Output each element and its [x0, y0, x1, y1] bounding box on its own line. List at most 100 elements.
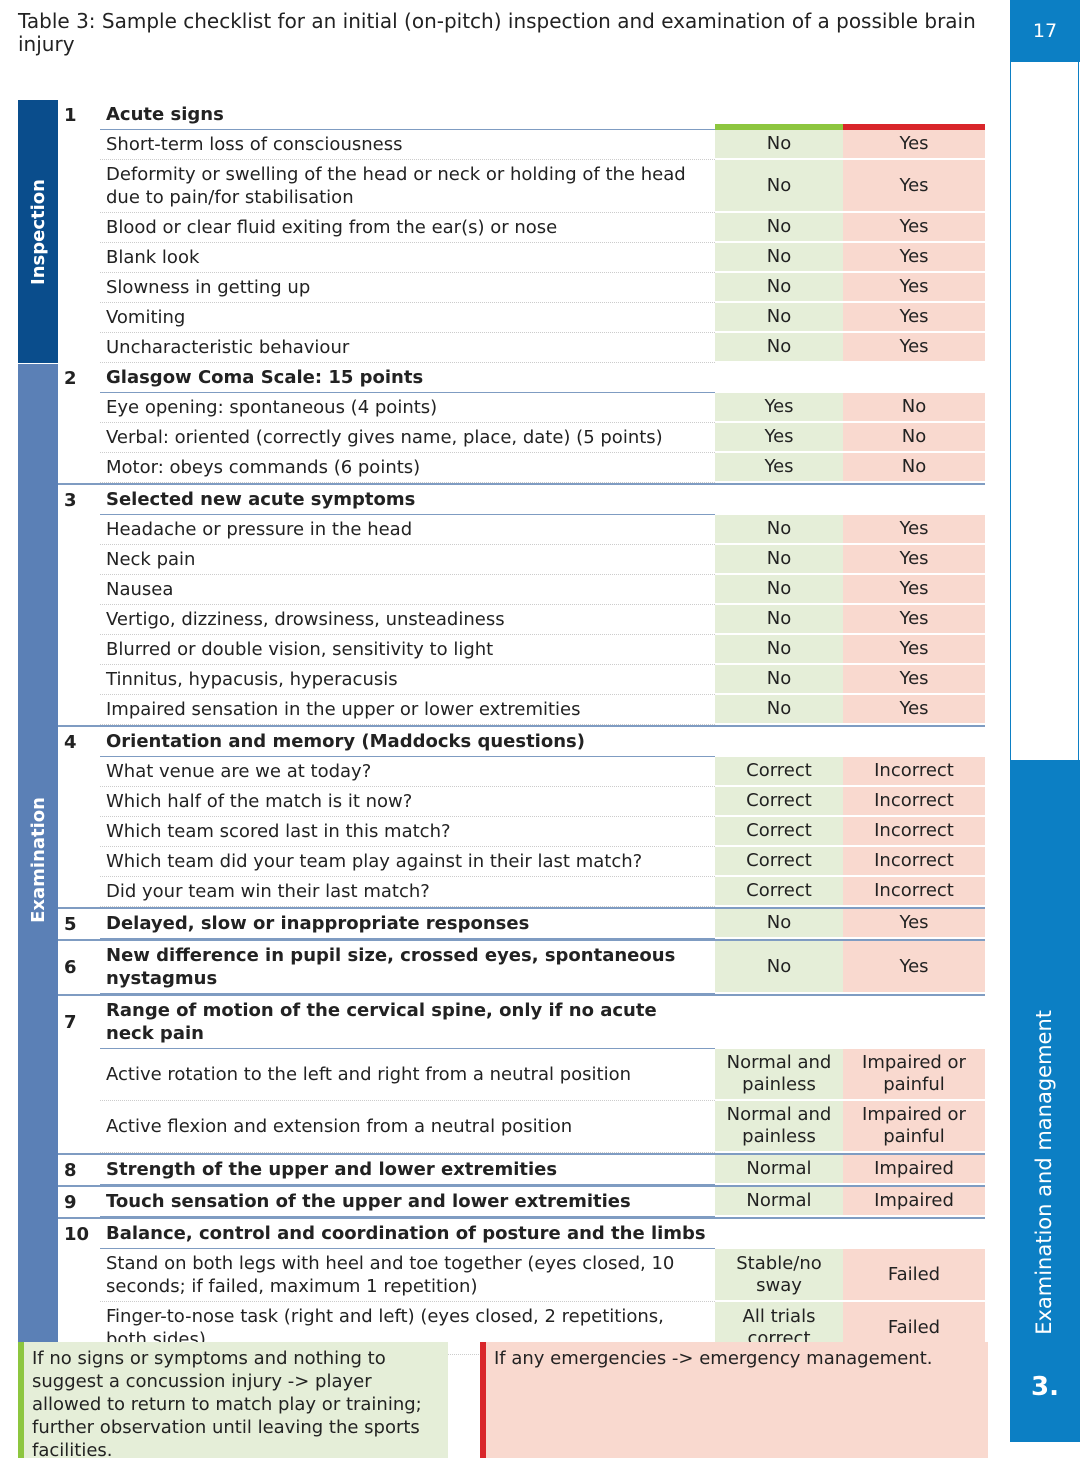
section-row: 3 Selected new acute symptoms: [58, 483, 985, 515]
normal-value: Normal: [715, 1155, 843, 1185]
item-row: Headache or pressure in the head No Yes: [58, 515, 985, 545]
item-row: Deformity or swelling of the head or nec…: [58, 160, 985, 213]
abnormal-value: Incorrect: [843, 757, 985, 787]
section-row: 10 Balance, control and coordination of p…: [58, 1217, 985, 1249]
item-row: Impaired sensation in the upper or lower…: [58, 695, 985, 725]
item-row: Vertigo, dizziness, drowsiness, unsteadi…: [58, 605, 985, 635]
normal-value: No: [715, 273, 843, 303]
section-number: 4: [64, 731, 77, 753]
section-number: 6: [64, 957, 77, 978]
section-row: 2 Glasgow Coma Scale: 15 points: [58, 363, 985, 393]
spacer: [58, 545, 100, 575]
normal-value: [715, 996, 843, 1049]
item-text: Blurred or double vision, sensitivity to…: [100, 635, 715, 665]
spacer: [58, 877, 100, 907]
abnormal-value: Impaired or painful: [843, 1049, 985, 1101]
normal-value: No: [715, 243, 843, 273]
normal-value: No: [715, 909, 843, 939]
spacer: [58, 160, 100, 213]
normal-value: [715, 485, 843, 515]
section-row: 7 Range of motion of the cervical spine, …: [58, 994, 985, 1049]
section-title: Strength of the upper and lower extremit…: [100, 1155, 715, 1185]
section-number: 3.: [1031, 1372, 1059, 1402]
abnormal-value: Yes: [843, 635, 985, 665]
abnormal-value: Yes: [843, 575, 985, 605]
item-row: Blank look No Yes: [58, 243, 985, 273]
normal-value: Yes: [715, 453, 843, 483]
normal-value: No: [715, 941, 843, 994]
item-text: Which half of the match is it now?: [100, 787, 715, 817]
spacer: [58, 453, 100, 483]
item-text: Vomiting: [100, 303, 715, 333]
item-text: What venue are we at today?: [100, 757, 715, 787]
abnormal-value: No: [843, 393, 985, 423]
item-text: Eye opening: spontaneous (4 points): [100, 393, 715, 423]
sidebar-section: Examination and management 3.: [1010, 760, 1080, 1442]
abnormal-value: Yes: [843, 130, 985, 160]
item-row: Blurred or double vision, sensitivity to…: [58, 635, 985, 665]
item-row: What venue are we at today? Correct Incorr…: [58, 757, 985, 787]
section-number: 9: [64, 1191, 77, 1213]
checklist-table: Inspection 1 Acute signs Short-term loss of…: [18, 100, 985, 1355]
item-row: Which half of the match is it now? Correc…: [58, 787, 985, 817]
abnormal-value: Impaired: [843, 1187, 985, 1217]
section-number: 5: [64, 913, 77, 935]
item-row: Motor: obeys commands (6 points) Yes No: [58, 453, 985, 483]
item-text: Active flexion and extension from a neut…: [100, 1101, 715, 1153]
item-text: Motor: obeys commands (6 points): [100, 453, 715, 483]
spacer: [58, 1101, 100, 1153]
spacer: [58, 515, 100, 545]
abnormal-value: Yes: [843, 213, 985, 243]
table-group: Inspection 1 Acute signs Short-term loss of…: [18, 100, 985, 363]
normal-value: Correct: [715, 757, 843, 787]
section-title: Delayed, slow or inappropriate responses: [100, 909, 715, 939]
abnormal-value: Yes: [843, 941, 985, 994]
section-number: 7: [64, 1012, 77, 1033]
abnormal-value: Incorrect: [843, 817, 985, 847]
item-row: Neck pain No Yes: [58, 545, 985, 575]
page-number: 17: [1010, 0, 1080, 62]
abnormal-value: Yes: [843, 160, 985, 213]
spacer: [58, 695, 100, 725]
spacer: [58, 1249, 100, 1302]
item-text: Uncharacteristic behaviour: [100, 333, 715, 363]
normal-value: Correct: [715, 817, 843, 847]
item-row: Slowness in getting up No Yes: [58, 273, 985, 303]
section-number: 3: [64, 489, 77, 511]
normal-value: No: [715, 635, 843, 665]
abnormal-value: Yes: [843, 303, 985, 333]
section-number: 10: [64, 1223, 90, 1245]
abnormal-value: Impaired or painful: [843, 1101, 985, 1153]
normal-value: No: [715, 303, 843, 333]
section-number: 8: [64, 1159, 77, 1181]
spacer: [58, 817, 100, 847]
section-title: Touch sensation of the upper and lower e…: [100, 1187, 715, 1217]
spacer: [58, 575, 100, 605]
item-text: Active rotation to the left and right fr…: [100, 1049, 715, 1101]
item-text: Blank look: [100, 243, 715, 273]
abnormal-value: No: [843, 453, 985, 483]
section-row: 1 Acute signs: [58, 100, 985, 130]
item-text: Impaired sensation in the upper or lower…: [100, 695, 715, 725]
spacer: [58, 1049, 100, 1101]
abnormal-value: [843, 996, 985, 1049]
spacer: [58, 243, 100, 273]
spacer: [58, 130, 100, 160]
section-title: Glasgow Coma Scale: 15 points: [100, 363, 715, 393]
item-text: Deformity or swelling of the head or nec…: [100, 160, 715, 213]
item-row: Which team did your team play against in…: [58, 847, 985, 877]
normal-value: Stable/no sway: [715, 1249, 843, 1302]
item-row: Which team scored last in this match? Cor…: [58, 817, 985, 847]
normal-value: Normal: [715, 1187, 843, 1217]
section-title: Acute signs: [100, 100, 715, 130]
spacer: [58, 787, 100, 817]
item-text: Headache or pressure in the head: [100, 515, 715, 545]
normal-value: No: [715, 130, 843, 160]
group-label: Examination: [27, 796, 49, 923]
section-row: 5 Delayed, slow or inappropriate response…: [58, 907, 985, 939]
spacer: [58, 213, 100, 243]
abnormal-value: Yes: [843, 515, 985, 545]
item-row: Short-term loss of consciousness No Yes: [58, 130, 985, 160]
group-label-box: Inspection: [18, 100, 58, 363]
item-row: Vomiting No Yes: [58, 303, 985, 333]
